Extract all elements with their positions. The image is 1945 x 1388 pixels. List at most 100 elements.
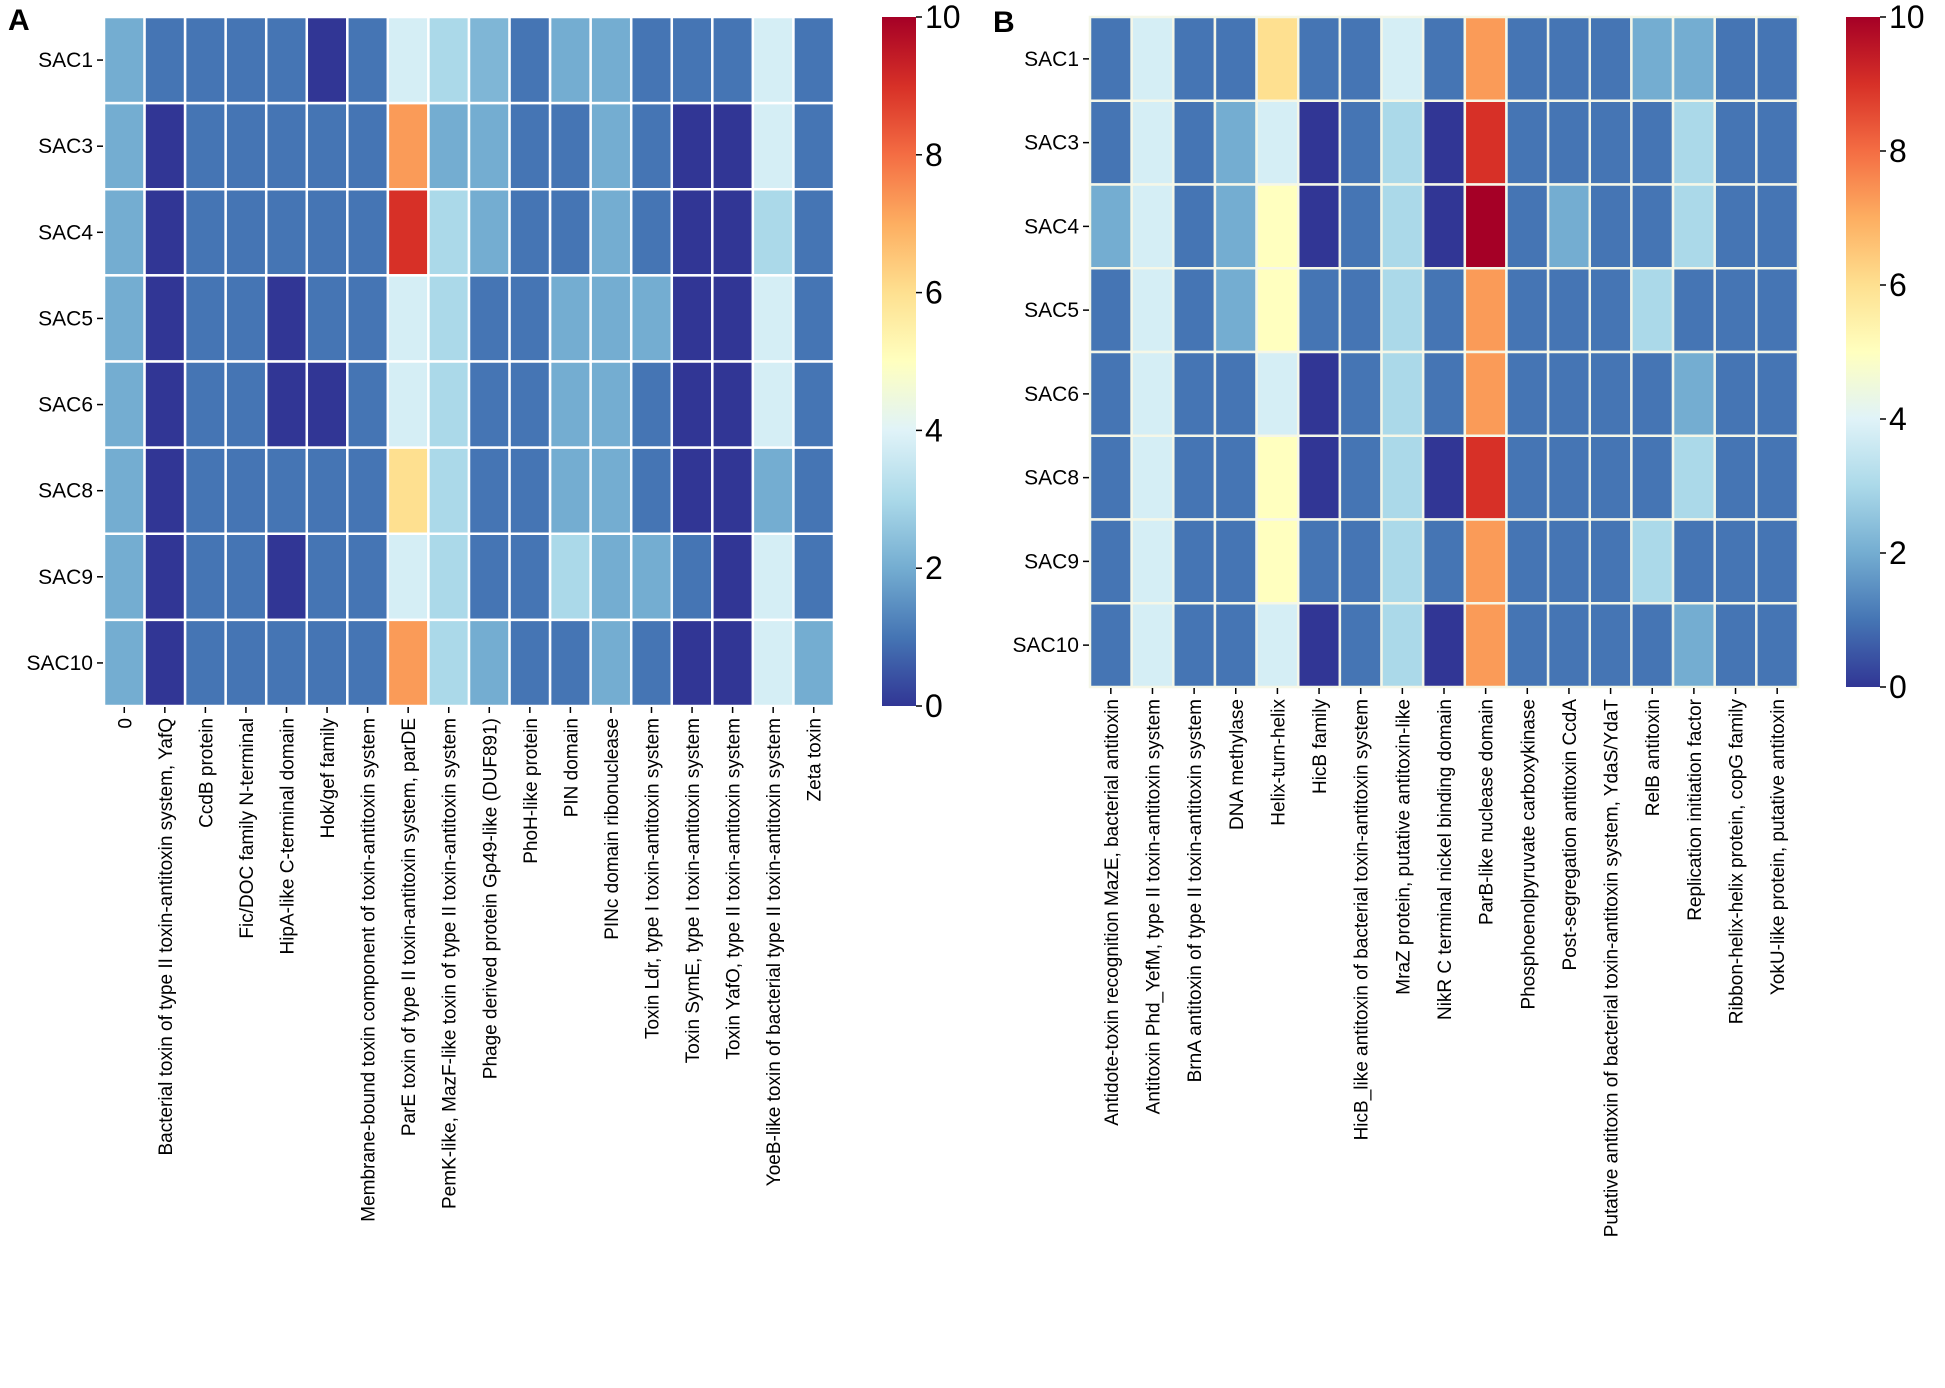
heatmap-cell [102,618,146,708]
heatmap-cell [1713,350,1758,437]
heatmap-cell [1088,99,1133,186]
heatmap-cell [346,618,390,708]
heatmap-cell [1463,518,1508,605]
heatmap-cell [1213,518,1258,605]
heatmap-cell [1338,434,1383,521]
heatmap-cell [224,360,268,449]
heatmap-cell [427,274,471,363]
x-tick-label: Hok/gef family [318,718,339,839]
heatmap-cell [1546,99,1592,186]
heatmap-cell [1630,99,1675,186]
x-tick-label: RelB antitoxin [1643,699,1664,816]
heatmap-cell [792,532,836,622]
panel-label: A [8,4,30,37]
heatmap-cell [1296,518,1342,605]
heatmap-cell [1172,434,1217,521]
heatmap-cell [1630,15,1675,102]
heatmap-cell [346,360,390,449]
heatmap-cell [1588,434,1633,521]
heatmap-cell [1630,267,1675,354]
heatmap-cell [670,446,714,536]
heatmap-cell [792,274,836,363]
heatmap-cell [792,360,836,449]
heatmap-cell [467,188,511,277]
y-tick-label: SAC10 [26,652,93,675]
heatmap-cell [751,15,795,105]
heatmap-cell [346,101,390,191]
heatmap-cell [102,101,146,191]
heatmap-cell [589,360,633,449]
heatmap-cell [1671,602,1716,689]
y-tick-label: SAC4 [38,221,93,244]
heatmap-cell [629,101,674,191]
colorbar-tick-label: 6 [925,275,943,311]
heatmap-cell [508,618,552,708]
x-tick-label: Zeta toxin [805,718,826,801]
heatmap-cell [670,360,714,449]
heatmap-cell [1546,15,1592,102]
heatmap-cell [183,101,227,191]
heatmap-cell [1296,602,1342,689]
heatmap-cell [1713,434,1758,521]
heatmap-cell [1421,267,1467,354]
heatmap-cell [751,446,795,536]
heatmap-cell [1296,267,1342,354]
y-tick-label: SAC3 [1024,132,1079,155]
x-tick-label: Toxin SymE, type I toxin-antitoxin syste… [683,718,704,1063]
heatmap-cell [1338,518,1383,605]
heatmap-cell [1255,602,1300,689]
heatmap-cell [427,188,471,277]
heatmap-cell [427,618,471,708]
heatmap-cell [1338,350,1383,437]
heatmap-cell [1172,602,1217,689]
heatmap-cell [1713,518,1758,605]
heatmap-cell [629,188,674,277]
heatmap-cell [792,618,836,708]
heatmap-cell [1630,434,1675,521]
x-tick-label: 0 [115,718,136,729]
y-tick-label: SAC5 [38,307,93,330]
heatmap-cell [1255,434,1300,521]
heatmap-cell [1172,267,1217,354]
heatmap-cell [1630,602,1675,689]
heatmap-cell [1255,15,1300,102]
heatmap-cell [508,101,552,191]
heatmap-cell [1505,350,1550,437]
heatmap-cell [143,532,187,622]
heatmap-cell [1505,15,1550,102]
heatmap-cell [427,360,471,449]
x-tick-label: Ribbon-helix-helix protein, copG family [1727,699,1748,1025]
x-tick-label: PIN domain [561,718,582,817]
heatmap-cell [1421,602,1467,689]
x-tick-label: Antitoxin Phd_YefM, type II toxin-antito… [1143,699,1164,1114]
heatmap-cell [1546,602,1592,689]
heatmap-cell [1296,99,1342,186]
colorbar [1846,17,1880,687]
heatmap-cell [711,618,755,708]
heatmap-cell [386,15,430,105]
heatmap-cell [427,101,471,191]
heatmap-cell [467,15,511,105]
x-tick-label: Antidote-toxin recognition MazE, bacteri… [1102,699,1123,1126]
heatmap-cell [1588,350,1633,437]
colorbar-tick-label: 10 [1889,0,1925,35]
heatmap-cell [629,15,674,105]
heatmap-cell [548,618,592,708]
heatmap-cell [589,274,633,363]
heatmap-cell [1755,518,1800,605]
heatmap-cell [1255,518,1300,605]
heatmap-cell [1463,267,1508,354]
heatmap-cell [1505,602,1550,689]
colorbar-tick-label: 6 [1889,267,1907,303]
heatmap-cell [1380,99,1425,186]
heatmap-cell [1130,350,1175,437]
heatmap-cell [1088,350,1133,437]
heatmap-cell [1172,350,1217,437]
heatmap-cell [1588,15,1633,102]
heatmap-cell [143,360,187,449]
heatmap-cell [102,188,146,277]
x-tick-label: Post-segregation antitoxin CcdA [1560,699,1581,971]
heatmap-cell [508,274,552,363]
heatmap-cell [1630,518,1675,605]
x-tick-label: BrnA antitoxin of type II toxin-antitoxi… [1185,699,1206,1082]
